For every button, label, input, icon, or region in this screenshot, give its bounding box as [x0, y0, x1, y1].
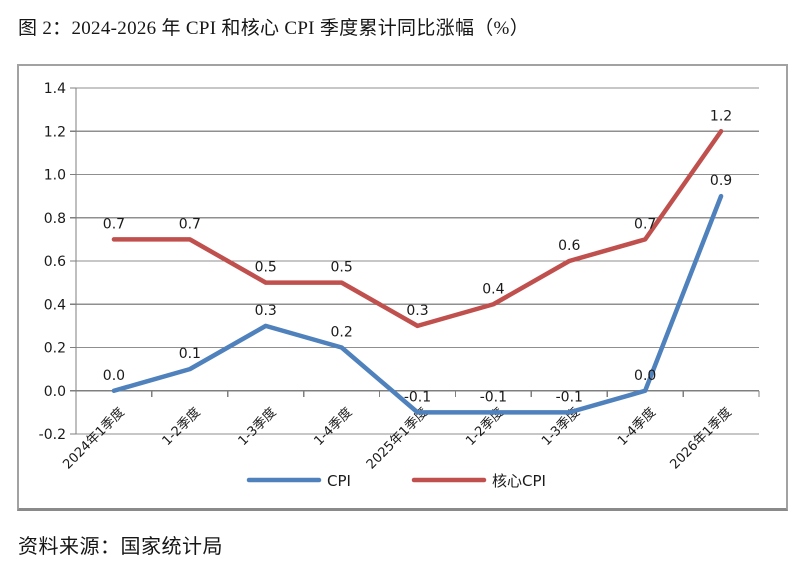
source-note: 资料来源：国家统计局: [18, 536, 223, 558]
y-tick-label: 0.2: [44, 341, 66, 357]
legend-label-cpi: CPI: [327, 472, 351, 490]
cpi-line-chart: -0.2 0.0 0.2 0.4 0.6 0.8 1.0 1.2 1.4 2024年1季度 1-2季…: [39, 81, 760, 490]
data-label-cpi: 0.0: [634, 368, 656, 384]
data-label-核心cpi: 0.7: [103, 216, 125, 232]
figure-title: 图 2：2024-2026 年 CPI 和核心 CPI 季度累计同比涨幅（%）: [18, 18, 529, 39]
x-category-label: 1-2季度: [159, 404, 204, 449]
data-label-核心cpi: 0.7: [634, 216, 656, 232]
data-label-cpi: -0.1: [404, 389, 431, 405]
y-tick-label: 1.0: [44, 168, 66, 184]
y-tick-label: 0.4: [44, 297, 66, 313]
data-label-核心cpi: 0.5: [330, 260, 352, 276]
chart-frame: -0.2 0.0 0.2 0.4 0.6 0.8 1.0 1.2 1.4 2024年1季度 1-2季…: [17, 64, 788, 511]
y-tick-label: 0.6: [44, 254, 66, 270]
data-label-cpi: 0.1: [179, 346, 201, 362]
data-label-核心cpi: 1.2: [710, 108, 732, 124]
series-line-核心cpi: [111, 129, 724, 329]
x-category-label: 1-4季度: [311, 404, 356, 449]
data-label-核心cpi: 0.3: [406, 303, 428, 319]
data-label-cpi: 0.0: [103, 368, 125, 384]
data-label-cpi: 0.9: [710, 173, 732, 189]
data-label-核心cpi: 0.4: [482, 281, 504, 297]
y-tick-label: 1.2: [44, 124, 66, 140]
x-category-label: 1-3季度: [235, 404, 280, 449]
legend-label-核心cpi: 核心CPI: [492, 472, 546, 490]
data-label-cpi: 0.3: [255, 303, 277, 319]
data-label-cpi: -0.1: [480, 389, 507, 405]
y-tick-label: -0.2: [39, 427, 66, 443]
series-line-cpi: [111, 193, 724, 415]
data-label-cpi: -0.1: [556, 389, 583, 405]
data-label-cpi: 0.2: [330, 325, 352, 341]
y-tick-label: 1.4: [44, 81, 66, 97]
x-category-label: 1-4季度: [614, 404, 659, 449]
y-tick-label: 0.0: [44, 384, 66, 400]
data-label-核心cpi: 0.7: [179, 216, 201, 232]
y-tick-label: 0.8: [44, 211, 66, 227]
data-label-核心cpi: 0.5: [255, 260, 277, 276]
data-label-核心cpi: 0.6: [558, 238, 580, 254]
x-category-label: 2026年1季度: [667, 404, 735, 472]
x-category-label: 2024年1季度: [60, 404, 128, 472]
